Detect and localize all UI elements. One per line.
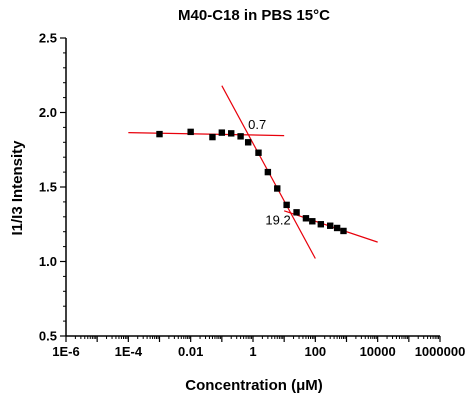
data-point — [283, 201, 290, 209]
annotation-label: 19.2 — [265, 212, 290, 227]
y-axis-label: I1/I3 Intensity — [9, 140, 26, 236]
fit-lines — [128, 85, 378, 259]
annotations: 0.7 19.2 — [248, 117, 291, 227]
chart-title: M40-C18 in PBS 15°C — [178, 7, 330, 24]
y-tick-label: 2.5 — [39, 31, 57, 46]
data-point — [187, 128, 194, 136]
data-point — [302, 215, 310, 222]
x-tick-label: 100 — [304, 344, 326, 359]
x-ticks: 1E-6 1E-4 0.01 1 100 10000 1000000 — [52, 336, 465, 359]
data-point — [244, 139, 252, 146]
y-tick-label: 1.0 — [39, 254, 57, 269]
data-point — [218, 129, 226, 136]
x-tick-label: 10000 — [360, 344, 396, 359]
data-point — [237, 133, 244, 140]
y-ticks: 0.5 1.0 1.5 2.0 2.5 — [39, 31, 66, 344]
data-point — [209, 133, 216, 141]
data-point — [156, 130, 163, 138]
data-point — [293, 209, 300, 216]
data-point — [327, 222, 334, 229]
x-tick-label: 0.01 — [178, 344, 203, 359]
annotation-label: 0.7 — [248, 117, 266, 132]
data-point — [309, 218, 316, 225]
data-points — [156, 128, 347, 235]
data-point — [228, 130, 235, 137]
x-axis-label: Concentration (μM) — [185, 377, 323, 394]
data-point — [317, 221, 325, 228]
fit-line — [128, 132, 285, 137]
data-point — [264, 168, 272, 176]
y-tick-label: 0.5 — [39, 329, 57, 344]
data-point — [255, 149, 262, 156]
plot-area — [65, 38, 440, 337]
data-point — [274, 185, 281, 192]
x-tick-label: 1E-4 — [115, 344, 143, 359]
y-tick-label: 1.5 — [39, 180, 57, 195]
x-tick-label: 1 — [249, 344, 256, 359]
data-point — [340, 227, 347, 235]
y-tick-label: 2.0 — [39, 105, 57, 120]
x-tick-label: 1E-6 — [52, 344, 79, 359]
data-point — [333, 224, 341, 232]
x-tick-label: 1000000 — [415, 344, 466, 359]
